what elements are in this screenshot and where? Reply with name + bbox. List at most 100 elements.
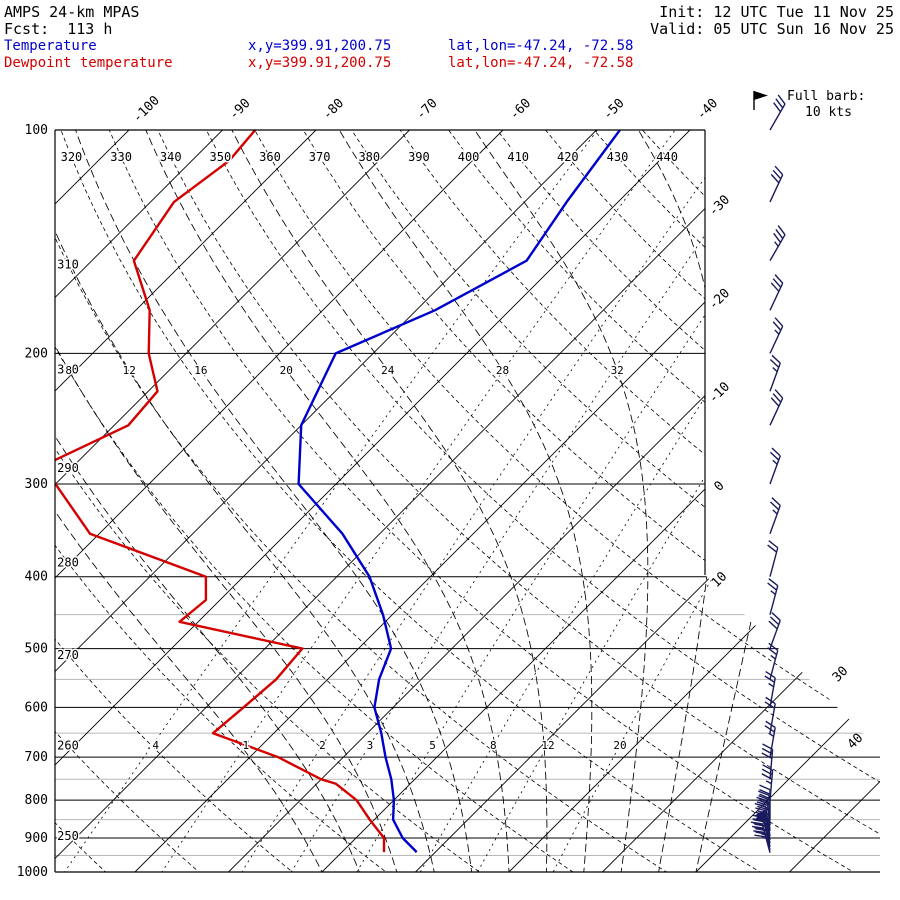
svg-text:250: 250 (57, 829, 79, 843)
temperature-latlon: lat,lon=-47.24, -72.58 (448, 38, 634, 54)
svg-text:3: 3 (367, 739, 374, 752)
svg-text:-80: -80 (320, 96, 347, 123)
plot-border (54, 129, 880, 873)
wind-barb-legend-line1: Full barb: (787, 89, 866, 104)
valid-time: Valid: 05 UTC Sun 16 Nov 25 (650, 20, 894, 38)
svg-text:2: 2 (319, 739, 326, 752)
svg-text:-50: -50 (600, 96, 627, 123)
svg-text:330: 330 (110, 150, 132, 164)
wind-barbs (750, 94, 786, 853)
wind-barb (769, 225, 786, 262)
svg-text:310: 310 (57, 257, 79, 271)
svg-text:30: 30 (830, 664, 852, 686)
svg-text:440: 440 (656, 150, 678, 164)
plot-area (55, 130, 880, 872)
svg-text:270: 270 (57, 648, 79, 662)
pressure-axis-labels: 100 200 300 400 500 600 700 800 900 1000 (17, 123, 48, 880)
svg-text:-60: -60 (507, 96, 534, 123)
dewpoint-trace (55, 130, 386, 853)
wind-barb (767, 540, 779, 577)
svg-text:12: 12 (541, 739, 554, 752)
wind-barb (767, 578, 779, 615)
moist-adiabats (55, 130, 809, 872)
svg-text:280: 280 (57, 556, 79, 570)
svg-text:430: 430 (607, 150, 629, 164)
svg-text:410: 410 (507, 150, 529, 164)
svg-text:8: 8 (490, 739, 497, 752)
svg-text:100: 100 (25, 123, 48, 138)
model-title: AMPS 24-km MPAS (4, 3, 140, 21)
svg-text:16: 16 (194, 364, 207, 377)
wind-barb-legend-icon (753, 91, 768, 110)
wind-barb (764, 671, 776, 708)
mixing-ratio-labels: .4 1 2 3 5 8 12 20 (144, 738, 628, 754)
wind-barb-legend-line2: 10 kts (805, 105, 852, 120)
svg-text:400: 400 (25, 570, 48, 585)
svg-text:1: 1 (243, 739, 250, 752)
svg-text:320: 320 (61, 150, 83, 164)
temperature-trace (297, 130, 621, 853)
svg-text:12: 12 (123, 364, 136, 377)
wind-barb (761, 743, 774, 780)
svg-text:260: 260 (57, 739, 79, 753)
wind-barb (759, 784, 771, 820)
svg-text:24: 24 (381, 364, 395, 377)
wind-barb (769, 94, 786, 131)
svg-text:32: 32 (611, 364, 624, 377)
mixing-ratio-lines (55, 130, 880, 872)
svg-text:350: 350 (210, 150, 232, 164)
svg-text:420: 420 (557, 150, 579, 164)
svg-text:-90: -90 (226, 96, 253, 123)
svg-text:390: 390 (408, 150, 430, 164)
svg-text:-30: -30 (706, 192, 733, 219)
svg-text:340: 340 (160, 150, 182, 164)
wind-barb (769, 274, 784, 311)
svg-text:400: 400 (458, 150, 480, 164)
svg-text:300: 300 (57, 363, 79, 377)
temperature-grid-coords: x,y=399.91,200.75 (248, 38, 392, 54)
svg-text:360: 360 (259, 150, 281, 164)
wind-barb (769, 497, 781, 534)
dry-adiabats (55, 130, 880, 872)
pressure-gridlines (55, 130, 880, 872)
svg-text:40: 40 (845, 731, 867, 753)
forecast-hour: Fcst: 113 h (4, 20, 113, 38)
svg-text:20: 20 (280, 364, 293, 377)
svg-text:20: 20 (613, 739, 626, 752)
wind-barb (764, 720, 776, 758)
dewpoint-latlon: lat,lon=-47.24, -72.58 (448, 55, 634, 71)
svg-text:1000: 1000 (17, 865, 48, 880)
svg-text:600: 600 (25, 700, 48, 715)
dewpoint-grid-coords: x,y=399.91,200.75 (248, 55, 392, 71)
wind-barb (768, 612, 781, 649)
wind-barb (769, 317, 784, 354)
svg-text:5: 5 (429, 739, 436, 752)
svg-text:-10: -10 (706, 379, 733, 406)
svg-text:800: 800 (25, 793, 48, 808)
svg-text:-70: -70 (413, 96, 440, 123)
temperature-legend-label: Temperature (4, 38, 97, 54)
svg-text:700: 700 (25, 750, 48, 765)
wind-barb (750, 821, 771, 853)
svg-text:0: 0 (711, 478, 727, 494)
svg-text:380: 380 (358, 150, 380, 164)
isotherms (55, 130, 880, 872)
svg-text:-40: -40 (694, 96, 721, 123)
svg-text:300: 300 (25, 477, 48, 492)
svg-text:.4: .4 (146, 739, 160, 752)
wind-barb (764, 696, 776, 734)
svg-text:-100: -100 (130, 93, 163, 126)
svg-text:900: 900 (25, 831, 48, 846)
svg-text:10: 10 (709, 569, 731, 591)
init-time: Init: 12 UTC Tue 11 Nov 25 (659, 3, 894, 21)
svg-text:8: 8 (65, 364, 72, 377)
wind-barb (769, 165, 784, 203)
wind-barb (769, 354, 781, 392)
svg-text:290: 290 (57, 461, 79, 475)
svg-text:200: 200 (25, 346, 48, 361)
wind-barb (769, 389, 784, 426)
moist-adiabat-labels: 8 12 16 20 24 28 32 (64, 363, 625, 379)
svg-text:-20: -20 (706, 286, 733, 313)
